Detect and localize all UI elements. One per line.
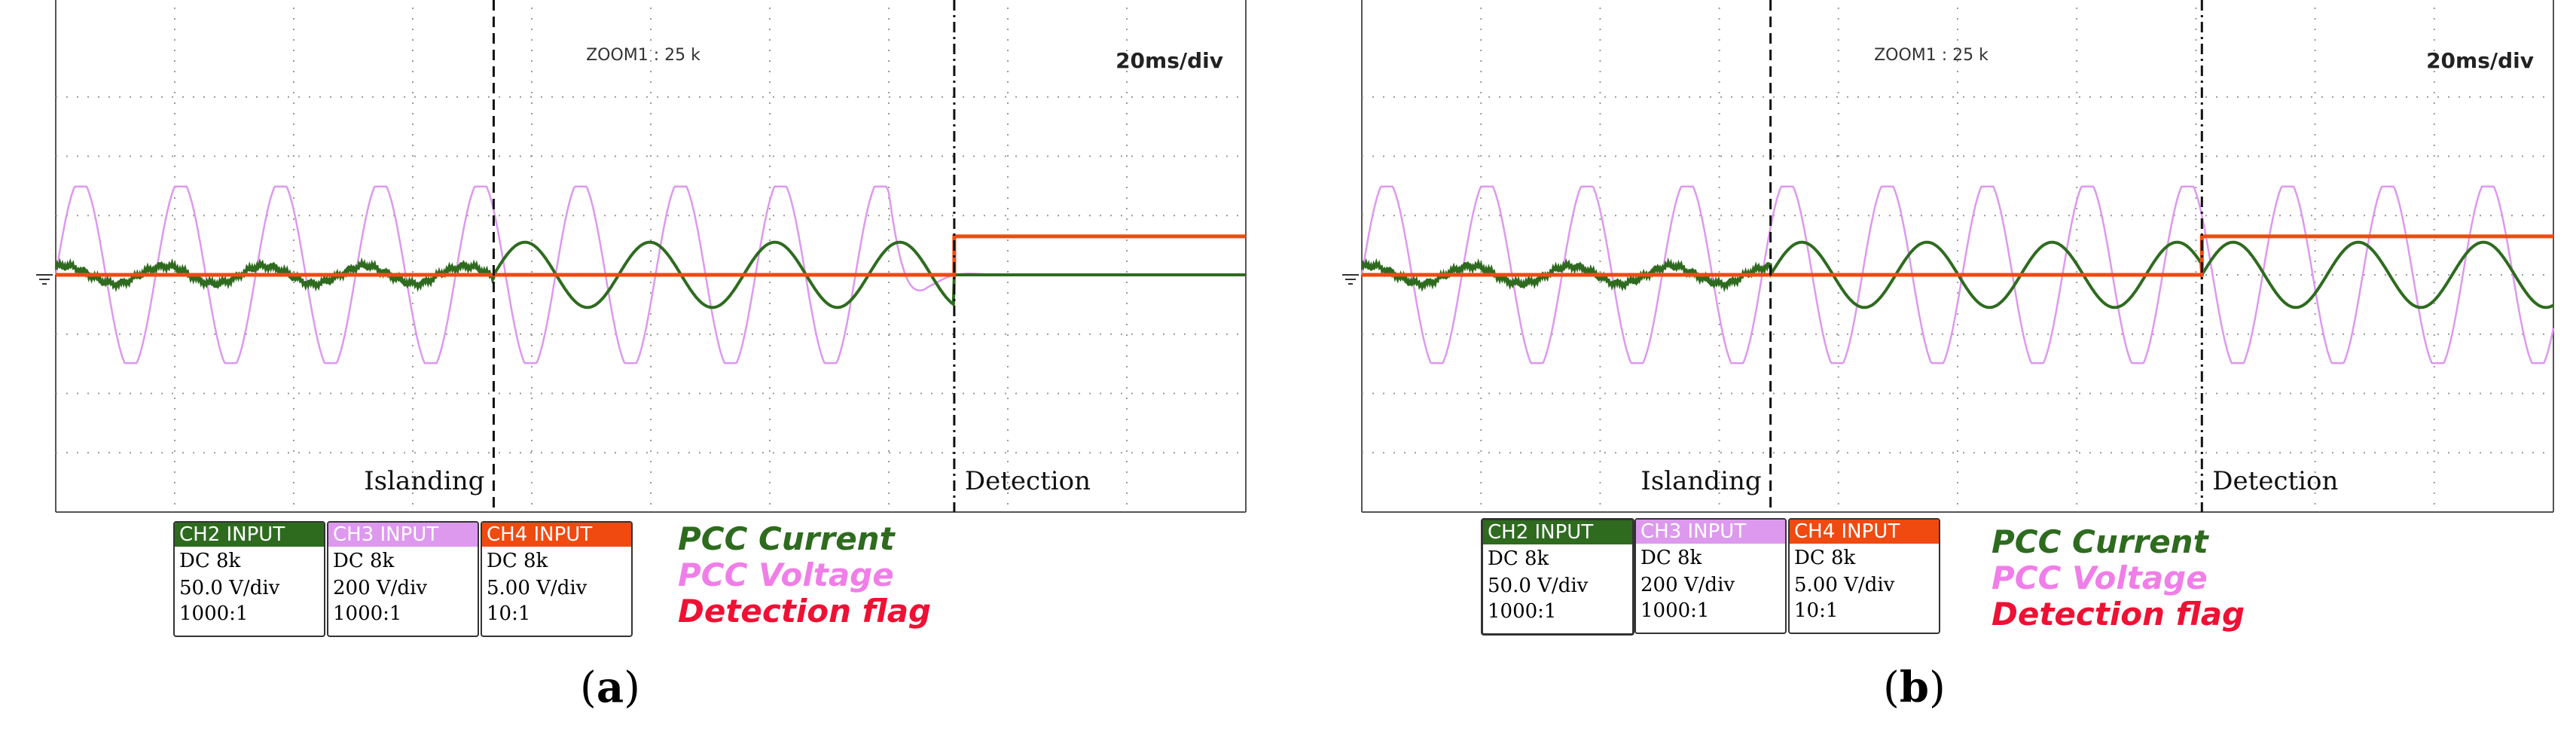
oscilloscope-panel-b: ZOOM1 : 25 k 20ms/div Islanding Detectio…	[1288, 0, 2576, 750]
ch2-probe: 1000:1	[179, 602, 249, 625]
timebase-label: 20ms/div	[2426, 48, 2534, 73]
ch2-info-box: CH2 INPUT DC 8k 50.0 V/div 1000:1	[1481, 518, 1634, 636]
ch4-scale: 5.00 V/div	[1794, 574, 1895, 596]
legend: PCC Current PCC Voltage Detection flag	[678, 521, 931, 630]
ch4-probe: 10:1	[1794, 599, 1839, 622]
panel-caption: (b)	[1883, 663, 1946, 712]
legend-detection-flag: Detection flag	[1992, 596, 2245, 633]
ch2-probe: 1000:1	[1488, 600, 1557, 623]
ch2-header: CH2 INPUT	[1483, 520, 1632, 544]
detection-flag-trace	[1362, 234, 2553, 277]
ch3-coupling: DC 8k	[1641, 547, 1702, 569]
scope-grid	[1342, 0, 2554, 513]
oscilloscope-panel-a: ZOOM1 : 25 k 20ms/div Islanding Detectio…	[36, 0, 1247, 712]
ch4-coupling: DC 8k	[487, 550, 548, 572]
legend-pcc-voltage: PCC Voltage	[678, 556, 894, 593]
islanding-annotation: Islanding	[364, 466, 484, 496]
ch2-info-box: CH2 INPUT DC 8k 50.0 V/div 1000:1	[173, 521, 325, 637]
ch2-scale: 50.0 V/div	[1488, 575, 1589, 597]
timebase-label: 20ms/div	[1116, 48, 1223, 73]
ch3-probe: 1000:1	[1641, 599, 1710, 622]
ch3-header: CH3 INPUT	[328, 523, 478, 547]
detection-annotation: Detection	[965, 466, 1091, 496]
islanding-annotation: Islanding	[1641, 466, 1761, 496]
ch3-scale: 200 V/div	[333, 577, 428, 599]
scope-plot-b: ZOOM1 : 25 k 20ms/div Islanding Detectio…	[1342, 0, 2555, 513]
ch2-scale: 50.0 V/div	[179, 577, 280, 599]
ch2-coupling: DC 8k	[1488, 547, 1549, 570]
pcc-current-trace	[54, 240, 1246, 309]
ch4-probe: 10:1	[487, 602, 531, 625]
ch3-info-box: CH3 INPUT DC 8k 200 V/div 1000:1	[327, 521, 479, 637]
legend-pcc-current: PCC Current	[1992, 523, 2208, 560]
scope-grid	[36, 0, 1247, 513]
ch4-header: CH4 INPUT	[482, 523, 631, 547]
zoom-label: ZOOM1 : 25 k	[586, 46, 700, 65]
ch3-info-box: CH3 INPUT DC 8k 200 V/div 1000:1	[1634, 518, 1787, 634]
legend-pcc-current: PCC Current	[678, 520, 895, 557]
ch4-coupling: DC 8k	[1794, 547, 1856, 569]
pcc-voltage-trace	[1360, 185, 2555, 364]
ground-reference-icon	[36, 274, 53, 285]
ch4-info-box: CH4 INPUT DC 8k 5.00 V/div 10:1	[481, 521, 633, 637]
ch2-coupling: DC 8k	[179, 550, 241, 572]
zoom-label: ZOOM1 : 25 k	[1874, 46, 1988, 65]
panel-caption: (a)	[580, 663, 641, 712]
ch4-info-box: CH4 INPUT DC 8k 5.00 V/div 10:1	[1788, 518, 1940, 634]
legend-pcc-voltage: PCC Voltage	[1992, 559, 2208, 596]
detection-annotation: Detection	[2212, 466, 2338, 496]
scope-plot-a: ZOOM1 : 25 k 20ms/div Islanding Detectio…	[36, 0, 1247, 513]
ch3-scale: 200 V/div	[1641, 574, 1735, 596]
legend-detection-flag: Detection flag	[678, 593, 932, 630]
legend: PCC Current PCC Voltage Detection flag	[1992, 524, 2245, 633]
ch2-header: CH2 INPUT	[175, 523, 324, 547]
ch3-coupling: DC 8k	[333, 550, 395, 572]
ch3-header: CH3 INPUT	[1636, 520, 1785, 544]
ch4-scale: 5.00 V/div	[487, 577, 588, 599]
ch4-header: CH4 INPUT	[1790, 520, 1939, 544]
ch3-probe: 1000:1	[333, 602, 402, 625]
ground-reference-icon	[1342, 274, 1359, 285]
